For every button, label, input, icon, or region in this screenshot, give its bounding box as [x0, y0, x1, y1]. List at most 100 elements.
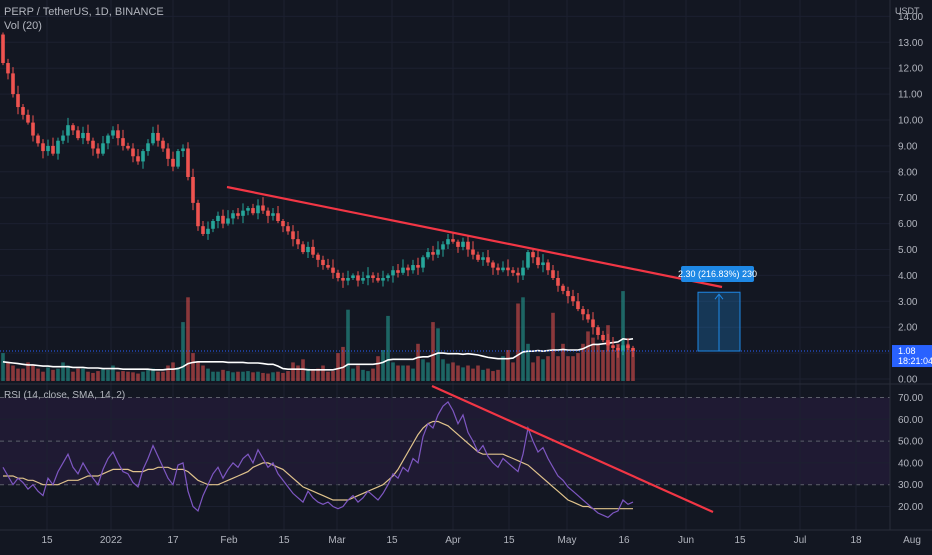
candle-body [106, 135, 110, 144]
volume-bar [601, 350, 605, 381]
candle-body [41, 143, 45, 152]
candle-body [316, 254, 320, 260]
volume-bar [306, 368, 310, 381]
candle-body [341, 277, 345, 281]
candle [201, 221, 205, 237]
volume-bar [161, 371, 165, 381]
volume-bar [441, 359, 445, 381]
candle [321, 255, 325, 270]
candle-body [291, 231, 295, 240]
candle [361, 271, 365, 284]
candle-body [6, 63, 10, 74]
candle [561, 283, 565, 295]
candle-body [156, 132, 160, 141]
candle [426, 247, 430, 260]
candle [281, 218, 285, 233]
price-axis-label: 8.00 [898, 167, 918, 178]
volume-bar [31, 365, 35, 381]
volume-bar [616, 343, 620, 381]
time-axis-label: 15 [386, 535, 398, 546]
volume-bar [61, 362, 65, 381]
time-axis-label: Jun [678, 535, 694, 546]
candle-body [96, 148, 100, 154]
candle [36, 133, 40, 147]
candle-body [601, 334, 605, 341]
candle-body [66, 125, 70, 136]
candle [101, 136, 105, 156]
candle [216, 211, 220, 229]
candle [21, 103, 25, 120]
candle [191, 168, 195, 211]
volume-bar [416, 343, 420, 381]
volume-bar [456, 365, 460, 381]
volume-bar [296, 365, 300, 381]
candle-body [121, 138, 125, 146]
candle [266, 207, 270, 224]
candle [461, 237, 465, 251]
candle [136, 149, 140, 165]
volume-bar [461, 367, 465, 381]
volume-bar [401, 365, 405, 381]
volume-bar [106, 369, 110, 381]
candle-body [306, 246, 310, 253]
volume-bar [171, 362, 175, 381]
volume-bar [351, 368, 355, 381]
volume-bar [446, 363, 450, 381]
volume-bar [486, 368, 490, 381]
time-axis-label: Apr [445, 535, 461, 546]
volume-bar [236, 371, 240, 381]
candle [121, 129, 125, 151]
volume-bar [276, 371, 280, 381]
time-axis-label: 15 [278, 535, 290, 546]
candle-body [631, 347, 635, 352]
candle-body [256, 205, 260, 214]
volume-bar [256, 371, 260, 381]
candle [56, 137, 60, 160]
volume-bar [241, 371, 245, 381]
candle [371, 272, 375, 283]
volume-bar [26, 362, 30, 381]
candle [301, 241, 305, 255]
volume-bar [221, 369, 225, 381]
candle [526, 250, 530, 270]
price-axis-label: 10.00 [898, 116, 923, 127]
volume-bar [626, 343, 630, 381]
candle [331, 259, 335, 279]
candle-body [206, 228, 210, 234]
candle [206, 221, 210, 240]
volume-bar [546, 356, 550, 381]
candle [386, 273, 390, 282]
volume-bar [511, 362, 515, 381]
candle-body [151, 132, 155, 144]
candle-body [201, 226, 205, 234]
candle-body [11, 73, 15, 95]
volume-bar [516, 303, 520, 381]
candle [226, 210, 230, 226]
volume-bar [226, 371, 230, 381]
time-axis-label: 15 [41, 535, 53, 546]
measure-label-box [681, 266, 754, 282]
measure-arrow-head [714, 293, 724, 300]
candle [391, 266, 395, 283]
volume-bar [291, 362, 295, 381]
time-axis-label: 18 [850, 535, 862, 546]
candle [316, 252, 320, 268]
volume-bar [126, 371, 130, 381]
candle-body [431, 252, 435, 255]
candle [611, 337, 615, 352]
candle [236, 208, 240, 220]
candle [601, 330, 605, 343]
candle [396, 264, 400, 278]
volume-bar [16, 368, 20, 381]
volume-bar [181, 322, 185, 381]
candle [441, 241, 445, 257]
candle-body [91, 140, 95, 149]
candle [336, 269, 340, 282]
volume-bar [421, 359, 425, 381]
candle-body [86, 132, 90, 141]
volume-bar [411, 368, 415, 381]
candle [211, 218, 215, 233]
price-axis-label: 2.00 [898, 323, 918, 334]
